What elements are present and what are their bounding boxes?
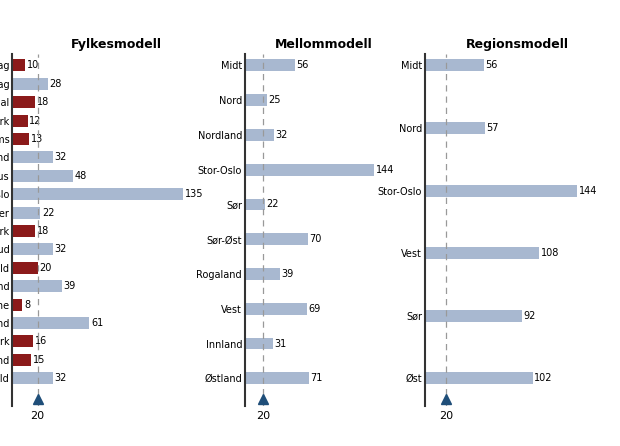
Text: 32: 32 xyxy=(275,130,288,140)
Bar xyxy=(12,299,22,311)
Bar xyxy=(245,164,374,176)
Text: 10: 10 xyxy=(27,61,39,70)
Text: 48: 48 xyxy=(75,171,87,181)
Bar xyxy=(12,133,29,145)
Bar xyxy=(12,59,25,71)
Bar xyxy=(12,115,27,127)
Bar xyxy=(12,354,32,366)
Bar xyxy=(12,170,73,182)
Bar xyxy=(12,280,61,292)
Text: 32: 32 xyxy=(55,244,67,255)
Bar xyxy=(12,372,53,384)
Bar xyxy=(245,59,295,71)
Text: 18: 18 xyxy=(37,97,49,107)
Bar xyxy=(245,94,267,106)
Text: 108: 108 xyxy=(541,248,559,258)
Text: 144: 144 xyxy=(376,165,394,175)
Text: 57: 57 xyxy=(487,123,499,133)
Bar xyxy=(425,372,533,384)
Text: 61: 61 xyxy=(91,318,104,328)
Title: Regionsmodell: Regionsmodell xyxy=(466,38,569,51)
Text: 32: 32 xyxy=(55,153,67,162)
Bar xyxy=(425,122,485,134)
Bar xyxy=(12,188,183,200)
Text: 144: 144 xyxy=(578,186,597,196)
Text: 92: 92 xyxy=(524,311,536,321)
Text: 135: 135 xyxy=(185,189,203,199)
Bar xyxy=(245,338,273,350)
Bar xyxy=(12,335,33,347)
Text: 20: 20 xyxy=(40,263,52,273)
Text: 22: 22 xyxy=(266,199,278,210)
Bar xyxy=(12,317,89,329)
Text: 25: 25 xyxy=(268,95,281,105)
Text: 8: 8 xyxy=(24,300,30,310)
Text: 39: 39 xyxy=(281,269,294,279)
Bar xyxy=(12,262,38,274)
Bar xyxy=(245,198,265,211)
Bar xyxy=(12,96,35,108)
Text: 56: 56 xyxy=(296,61,309,70)
Text: 70: 70 xyxy=(309,234,322,244)
Title: Mellommodell: Mellommodell xyxy=(275,38,373,51)
Text: 20: 20 xyxy=(256,411,270,421)
Bar xyxy=(425,247,539,259)
Text: 28: 28 xyxy=(50,79,62,89)
Text: 12: 12 xyxy=(29,116,42,126)
Text: 56: 56 xyxy=(485,61,498,70)
Text: 32: 32 xyxy=(55,373,67,383)
Bar xyxy=(245,233,308,245)
Bar xyxy=(245,129,273,141)
Text: 15: 15 xyxy=(33,355,46,365)
Text: 20: 20 xyxy=(30,411,45,421)
Bar xyxy=(425,310,522,322)
Bar xyxy=(425,59,484,71)
Text: 20: 20 xyxy=(439,411,453,421)
Text: 31: 31 xyxy=(274,339,286,348)
Text: 71: 71 xyxy=(310,373,322,383)
Bar xyxy=(12,78,48,90)
Bar xyxy=(12,244,53,256)
Bar xyxy=(425,185,577,197)
Title: Fylkesmodell: Fylkesmodell xyxy=(71,38,162,51)
Text: 18: 18 xyxy=(37,226,49,236)
Bar xyxy=(12,206,40,219)
Text: 13: 13 xyxy=(30,134,43,144)
Bar xyxy=(245,372,309,384)
Bar xyxy=(245,268,280,280)
Bar xyxy=(12,152,53,163)
Text: 39: 39 xyxy=(63,281,76,291)
Bar xyxy=(12,225,35,237)
Text: 102: 102 xyxy=(534,373,553,383)
Bar xyxy=(245,303,307,315)
Text: 22: 22 xyxy=(42,208,55,218)
Text: 16: 16 xyxy=(35,336,46,347)
Text: 69: 69 xyxy=(308,304,321,314)
